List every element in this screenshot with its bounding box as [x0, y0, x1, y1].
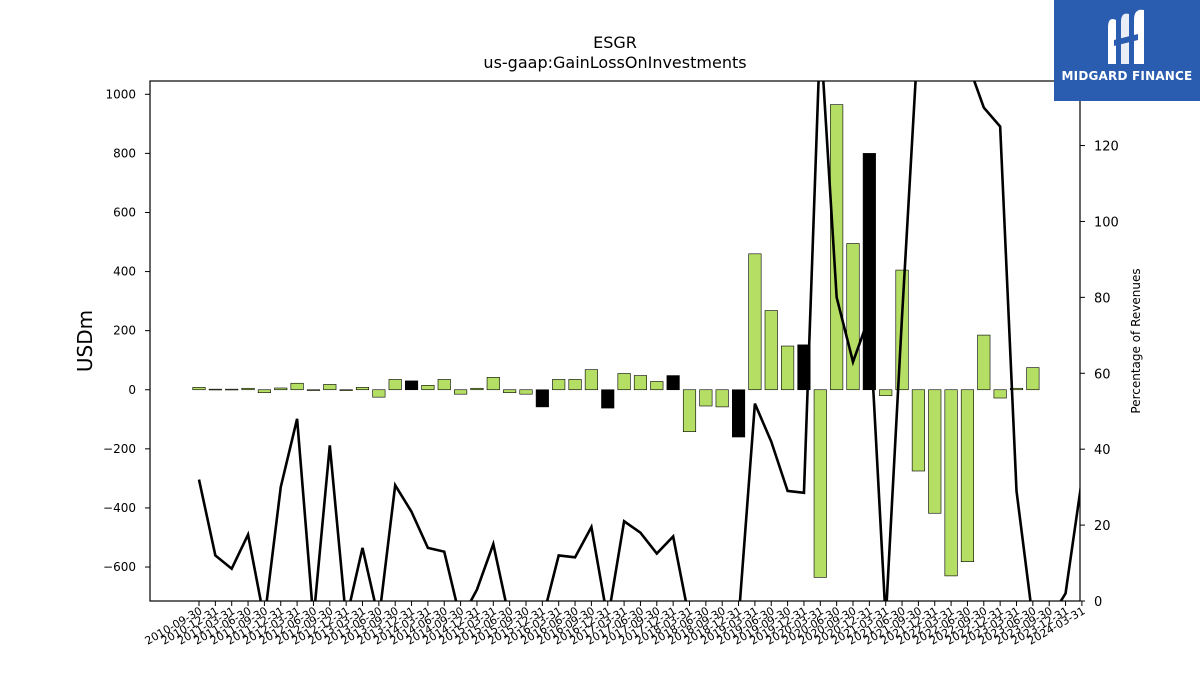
bar-2011-06-30: [241, 387, 255, 391]
y-tick-label: 400: [113, 265, 136, 279]
y2-tick-label: 20: [1094, 519, 1111, 534]
bar-2020-09-30: [846, 243, 860, 391]
y-tick-label: 0: [128, 383, 136, 397]
y2-tick-label: 60: [1094, 367, 1111, 382]
y2-tick-label: 80: [1094, 291, 1111, 306]
bar-2022-03-31: [944, 389, 958, 577]
bar-2020-12-31: [862, 153, 876, 391]
bar-2023-06-30: [1026, 367, 1040, 391]
y-axis-label: USDm: [73, 310, 97, 372]
y-tick-label: 200: [113, 324, 136, 338]
percentage-line: [197, 81, 1080, 601]
bar-2010-12-31: [208, 388, 222, 391]
bar-2019-06-30: [764, 310, 778, 391]
bar-2018-09-30: [715, 389, 729, 408]
bar-2015-03-31: [486, 377, 500, 391]
y-tick-label: −400: [103, 501, 136, 515]
bar-2015-06-30: [503, 389, 517, 394]
y2-axis-label: Percentage of Revenues: [1129, 268, 1143, 413]
y-tick-label: 1000: [105, 87, 136, 101]
bar-2013-03-31: [355, 387, 370, 391]
bar-2014-09-30: [454, 389, 468, 395]
bar-2014-03-31: [421, 385, 435, 391]
bar-2020-06-30: [830, 104, 844, 391]
bar-2023-03-31: [1009, 387, 1024, 391]
line-layer: [197, 81, 1080, 601]
bar-2018-12-31: [731, 389, 746, 438]
bar-2011-12-31: [274, 387, 288, 391]
bar-2019-03-31: [748, 253, 762, 391]
bar-2021-12-31: [928, 389, 942, 514]
chart-subtitle: us-gaap:GainLossOnInvestments: [483, 53, 746, 72]
bar-2016-09-30: [584, 369, 598, 391]
y2-tick-label: 100: [1094, 215, 1119, 230]
bar-2016-12-31: [601, 389, 615, 409]
bar-2012-09-30: [323, 384, 337, 391]
bar-2022-12-31: [993, 389, 1007, 399]
bar-2015-09-30: [519, 389, 533, 395]
bar-2010-09-30: [192, 387, 206, 391]
bar-2019-09-30: [781, 345, 795, 391]
plot-frame: [149, 80, 1081, 602]
y2-tick-label: 40: [1094, 443, 1111, 458]
bar-2012-06-30: [306, 389, 321, 391]
bar-2014-06-30: [437, 379, 451, 391]
y-tick-label: 600: [113, 205, 136, 219]
y-tick-label: −200: [103, 442, 136, 456]
bar-2021-03-31: [879, 389, 893, 396]
bar-2017-12-31: [666, 375, 680, 391]
y-tick-label: 800: [113, 146, 136, 160]
bar-2018-06-30: [699, 389, 713, 407]
bar-2013-12-31: [404, 380, 419, 391]
bar-2022-09-30: [977, 334, 991, 391]
bar-2014-12-31: [470, 387, 484, 391]
axes-layer: −600 −400 −200 0 200 400 600 800 1000 0 20 40 60 80 10…: [103, 80, 1119, 648]
bar-2015-12-31: [535, 389, 549, 408]
bar-2012-12-31: [339, 389, 353, 391]
bar-2011-09-30: [257, 389, 271, 394]
bar-2016-06-30: [568, 379, 582, 391]
bar-2022-06-30: [960, 389, 975, 562]
bar-2013-09-30: [388, 379, 402, 391]
chart-title: ESGR: [593, 33, 637, 52]
bar-2020-03-31: [813, 389, 827, 578]
bar-2017-03-31: [617, 373, 631, 391]
bar-2021-09-30: [911, 389, 925, 472]
brand-logo: MIDGARD FINANCE: [1054, 0, 1200, 101]
bar-2017-09-30: [650, 381, 664, 391]
bar-2013-06-30: [372, 389, 386, 398]
bar-2016-03-31: [552, 379, 566, 391]
y2-tick-label: 0: [1094, 595, 1102, 610]
logo-mark-icon: [1108, 9, 1144, 64]
bar-2018-03-31: [682, 389, 697, 433]
bar-2017-06-30: [633, 375, 648, 391]
logo-text: MIDGARD FINANCE: [1061, 69, 1193, 83]
bar-2011-03-31: [225, 388, 239, 391]
y2-tick-label: 120: [1094, 140, 1119, 155]
y-tick-label: −600: [103, 560, 136, 574]
bar-layer: [192, 104, 1040, 578]
bar-2012-03-31: [290, 382, 304, 391]
